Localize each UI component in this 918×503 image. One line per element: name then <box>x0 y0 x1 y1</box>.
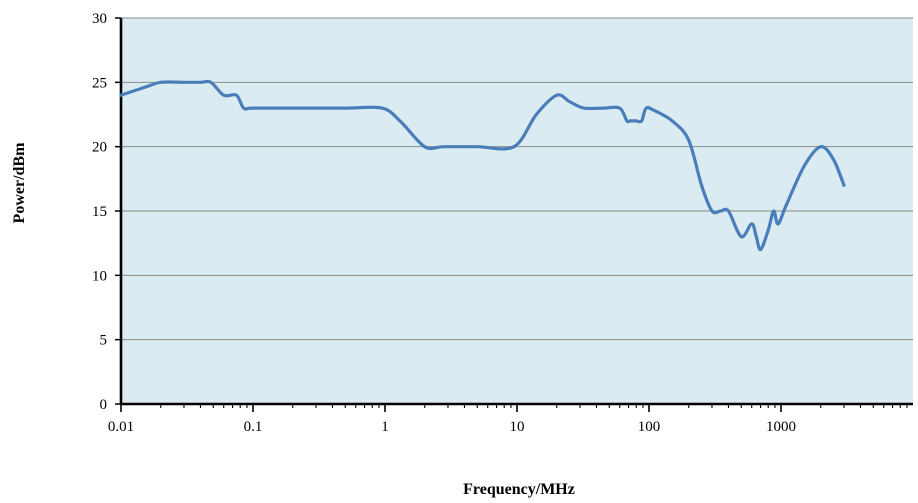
x-tick-label-1000: 1000 <box>766 419 796 435</box>
y-tick-label-30: 30 <box>92 11 107 27</box>
gridlines <box>121 17 913 341</box>
y-tick-label-0: 0 <box>100 397 108 413</box>
y-tick-label-10: 10 <box>92 268 107 284</box>
y-axis-title: Power/dBm <box>11 142 28 224</box>
x-tick-label-10: 10 <box>510 419 525 435</box>
series-line <box>119 79 846 252</box>
y-tick-label-5: 5 <box>100 333 108 349</box>
x-tick-label-1: 1 <box>381 419 389 435</box>
tick-labels: 0 5 10 15 20 25 30 0.01 0.1 1 10 100 1000 <box>92 11 796 435</box>
x-axis-title: Frequency/MHz <box>463 481 575 498</box>
x-tick-label-0.01: 0.01 <box>108 419 134 435</box>
x-tick-label-100: 100 <box>638 419 661 435</box>
y-tick-label-20: 20 <box>92 140 107 156</box>
y-tick-label-15: 15 <box>92 204 107 220</box>
y-tick-label-25: 25 <box>92 75 107 91</box>
axes <box>115 17 913 412</box>
x-tick-label-0.1: 0.1 <box>244 419 263 435</box>
